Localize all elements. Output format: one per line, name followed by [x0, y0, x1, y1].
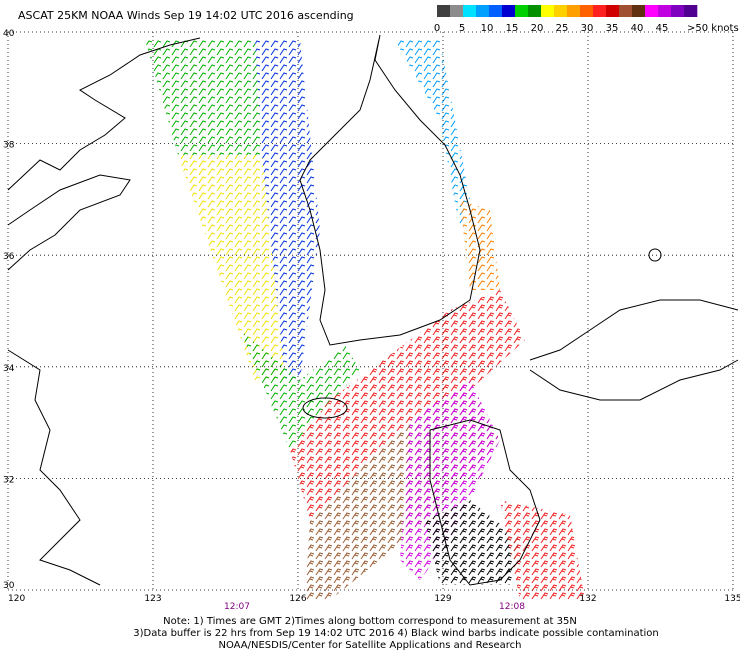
- swath-yellow: [178, 155, 285, 380]
- colorbar-swatch: [554, 5, 568, 17]
- longitude-label: 129: [434, 594, 451, 604]
- note-line: Note: 1) Times are GMT 2)Times along bot…: [163, 616, 577, 627]
- colorbar-label: 25: [556, 23, 569, 34]
- latitude-label: 38: [3, 141, 15, 151]
- longitude-label: 132: [579, 594, 596, 604]
- colorbar-label: >50 knots: [687, 23, 739, 34]
- colorbar-label: 40: [631, 23, 644, 34]
- time-label: 12:07: [224, 602, 250, 612]
- graticule: [7, 31, 734, 591]
- colorbar-swatch: [645, 5, 659, 17]
- colorbar-swatch: [463, 5, 477, 17]
- latitude-label: 30: [3, 581, 15, 591]
- colorbar-swatch: [671, 5, 685, 17]
- swath-contaminated: [425, 500, 520, 585]
- latitude-label: 36: [3, 252, 15, 262]
- colorbar-swatch: [658, 5, 672, 17]
- swath-red: [290, 290, 525, 520]
- colorbar-swatch: [502, 5, 516, 17]
- longitude-label: 120: [8, 594, 25, 604]
- colorbar-label: 10: [481, 23, 494, 34]
- coastlines: [7, 34, 739, 586]
- colorbar-label: 45: [656, 23, 669, 34]
- title: ASCAT 25KM NOAA Winds Sep 19 14:02 UTC 2…: [18, 9, 354, 22]
- colorbar-swatch: [528, 5, 542, 17]
- time-label: 12:08: [499, 602, 525, 612]
- longitude-label: 135: [724, 594, 740, 604]
- colorbar-swatch: [632, 5, 646, 17]
- swath-green: [145, 40, 262, 155]
- colorbar-swatch: [606, 5, 620, 17]
- colorbar-label: 0: [434, 23, 440, 34]
- colorbar-swatch: [580, 5, 594, 17]
- swath-green-2: [240, 330, 360, 450]
- colorbar-label: 35: [606, 23, 619, 34]
- colorbar-swatch: [476, 5, 490, 17]
- colorbar-label: 15: [506, 23, 519, 34]
- colorbar-swatch: [450, 5, 464, 17]
- colorbar-swatch: [489, 5, 503, 17]
- colorbar-swatch: [619, 5, 633, 17]
- colorbar-swatch: [515, 5, 529, 17]
- note-line: 3)Data buffer is 22 hrs from Sep 19 14:0…: [133, 628, 658, 639]
- colorbar-swatch: [541, 5, 555, 17]
- longitude-label: 123: [144, 594, 161, 604]
- latitude-label: 34: [3, 364, 15, 374]
- longitude-label: 126: [289, 594, 306, 604]
- colorbar-label: 20: [531, 23, 544, 34]
- swath-magenta: [400, 380, 500, 580]
- colorbar-swatch: [567, 5, 581, 17]
- colorbar-swatch: [684, 5, 698, 17]
- swath-blue: [255, 40, 320, 380]
- axis-labels: 40 38 36 34 32 30 120 123 126 129 132 135 12:07 12:08: [3, 29, 740, 612]
- colorbar: 0 5 10 15 20 25 30 35 40 45 >50 knots: [434, 5, 739, 34]
- note-line: NOAA/NESDIS/Center for Satellite Applica…: [218, 640, 521, 650]
- colorbar-swatch: [437, 5, 451, 17]
- swath-orange: [460, 200, 500, 290]
- latitude-label: 32: [3, 475, 14, 485]
- swath-red-2: [500, 500, 585, 600]
- colorbar-swatch: [593, 5, 607, 17]
- colorbar-label: 5: [459, 23, 465, 34]
- colorbar-label: 30: [581, 23, 594, 34]
- wind-swath: [145, 40, 585, 600]
- latitude-label: 40: [3, 29, 15, 39]
